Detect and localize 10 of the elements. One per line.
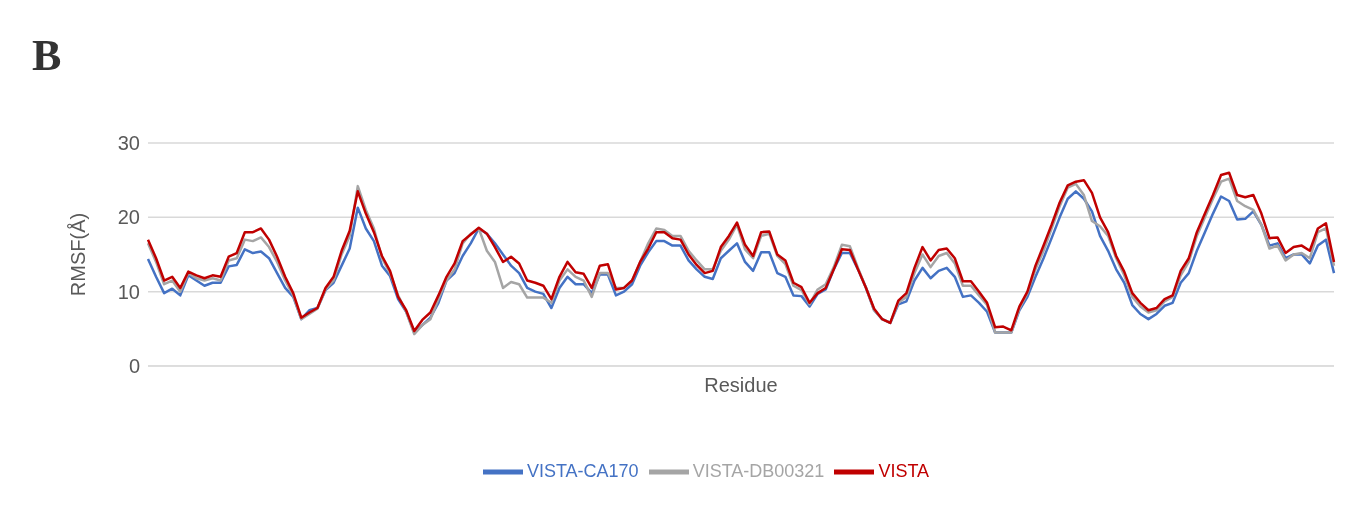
legend-label: VISTA [878,460,930,481]
y-tick-label: 0 [128,355,140,378]
y-tick-label: 30 [117,132,140,155]
y-tick-label: 20 [117,206,140,229]
y-tick-label: 10 [117,280,140,303]
legend-label: VISTA-DB00321 [692,460,825,481]
x-axis-title: Residue [704,374,778,397]
y-axis-title: RMSF(Å) [67,212,90,297]
legend-label: VISTA-CA170 [526,460,639,481]
chart-title: B [32,30,62,81]
